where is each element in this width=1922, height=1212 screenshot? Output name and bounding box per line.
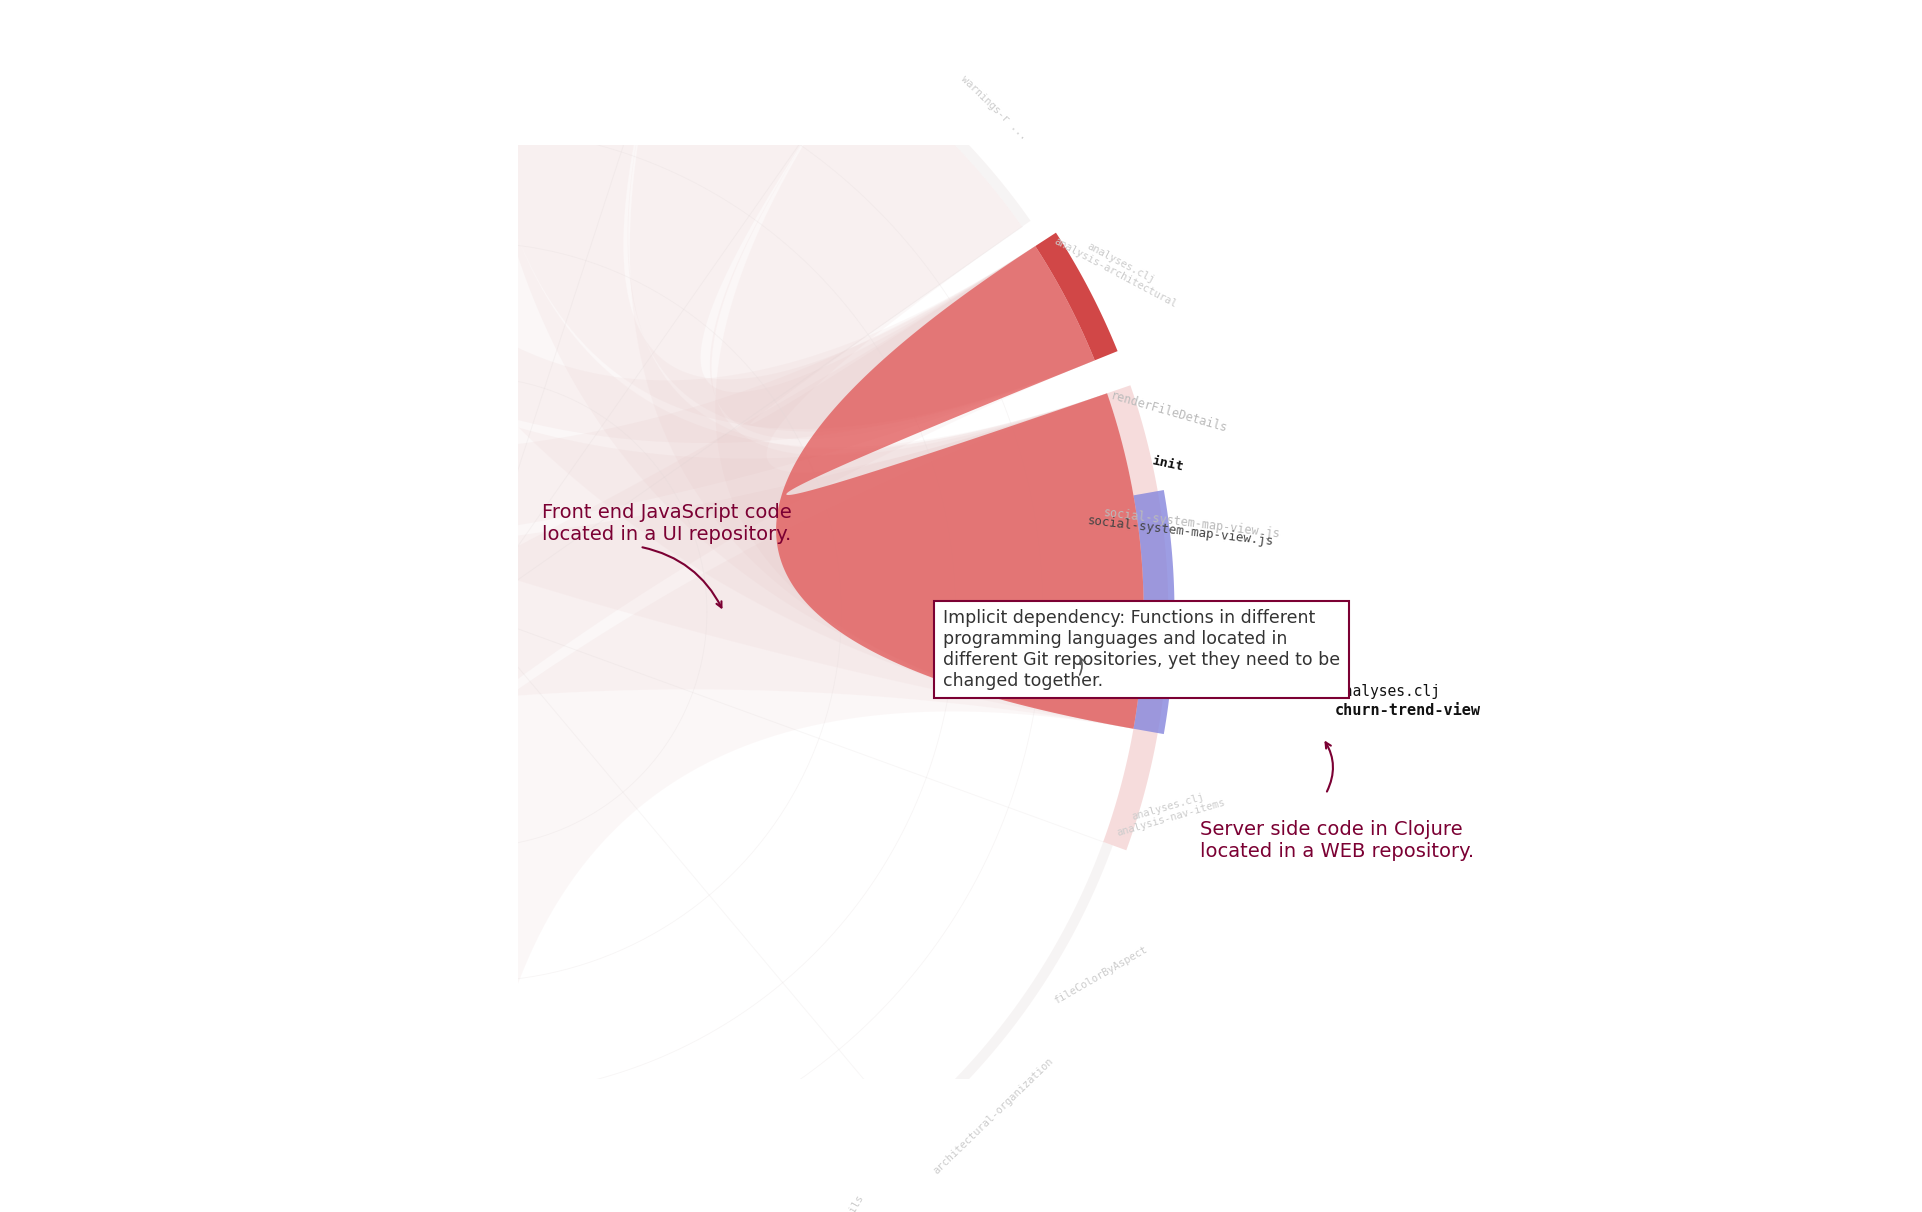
Polygon shape [33, 0, 242, 97]
Polygon shape [715, 62, 1144, 728]
Polygon shape [40, 0, 1096, 444]
Polygon shape [1103, 385, 1169, 851]
Polygon shape [0, 394, 1144, 842]
Text: fileColorByAspect: fileColorByAspect [1051, 944, 1149, 1006]
Polygon shape [0, 842, 40, 1134]
Polygon shape [242, 0, 1144, 728]
Text: architectural-organization: architectural-organization [932, 1056, 1055, 1176]
Text: renderFileDetails: renderFileDetails [1109, 389, 1230, 435]
Text: Front end JavaScript code
located in a UI repository.: Front end JavaScript code located in a U… [542, 503, 792, 544]
Polygon shape [630, 0, 1144, 728]
Text: churn-trend-view: churn-trend-view [1336, 703, 1482, 718]
Text: init: init [1149, 454, 1184, 474]
Polygon shape [1036, 233, 1117, 360]
Polygon shape [678, 0, 863, 62]
Text: Server side code in Clojure
located in a WEB repository.: Server side code in Clojure located in a… [1199, 821, 1474, 862]
Polygon shape [903, 842, 1113, 1134]
Text: analyses.clj: analyses.clj [1336, 684, 1440, 699]
Polygon shape [709, 62, 1096, 439]
Polygon shape [0, 246, 1096, 1127]
Polygon shape [471, 0, 1096, 429]
Text: social-system-map-view.js: social-system-map-view.js [1086, 514, 1274, 548]
Polygon shape [471, 0, 1144, 728]
Polygon shape [0, 97, 1144, 728]
Polygon shape [1134, 490, 1174, 734]
Text: warnings-r ...: warnings-r ... [959, 74, 1028, 142]
Polygon shape [40, 394, 1144, 1212]
Text: analyses.clj
analysis-nav-items: analyses.clj analysis-nav-items [1113, 787, 1226, 837]
Text: renderFileDetails: renderFileDetails [803, 1193, 865, 1212]
Polygon shape [0, 90, 40, 328]
Text: Implicit dependency: Functions in different
programming languages and located in: Implicit dependency: Functions in differ… [944, 610, 1340, 690]
Polygon shape [33, 1127, 471, 1212]
Polygon shape [776, 246, 1144, 728]
Text: analyses.clj
analysis-architectural: analyses.clj analysis-architectural [1053, 227, 1184, 310]
Polygon shape [627, 0, 1096, 431]
Polygon shape [857, 53, 1030, 227]
Polygon shape [471, 1127, 911, 1212]
Polygon shape [0, 246, 1096, 565]
Text: social-system-map-view.js: social-system-map-view.js [1103, 507, 1282, 541]
